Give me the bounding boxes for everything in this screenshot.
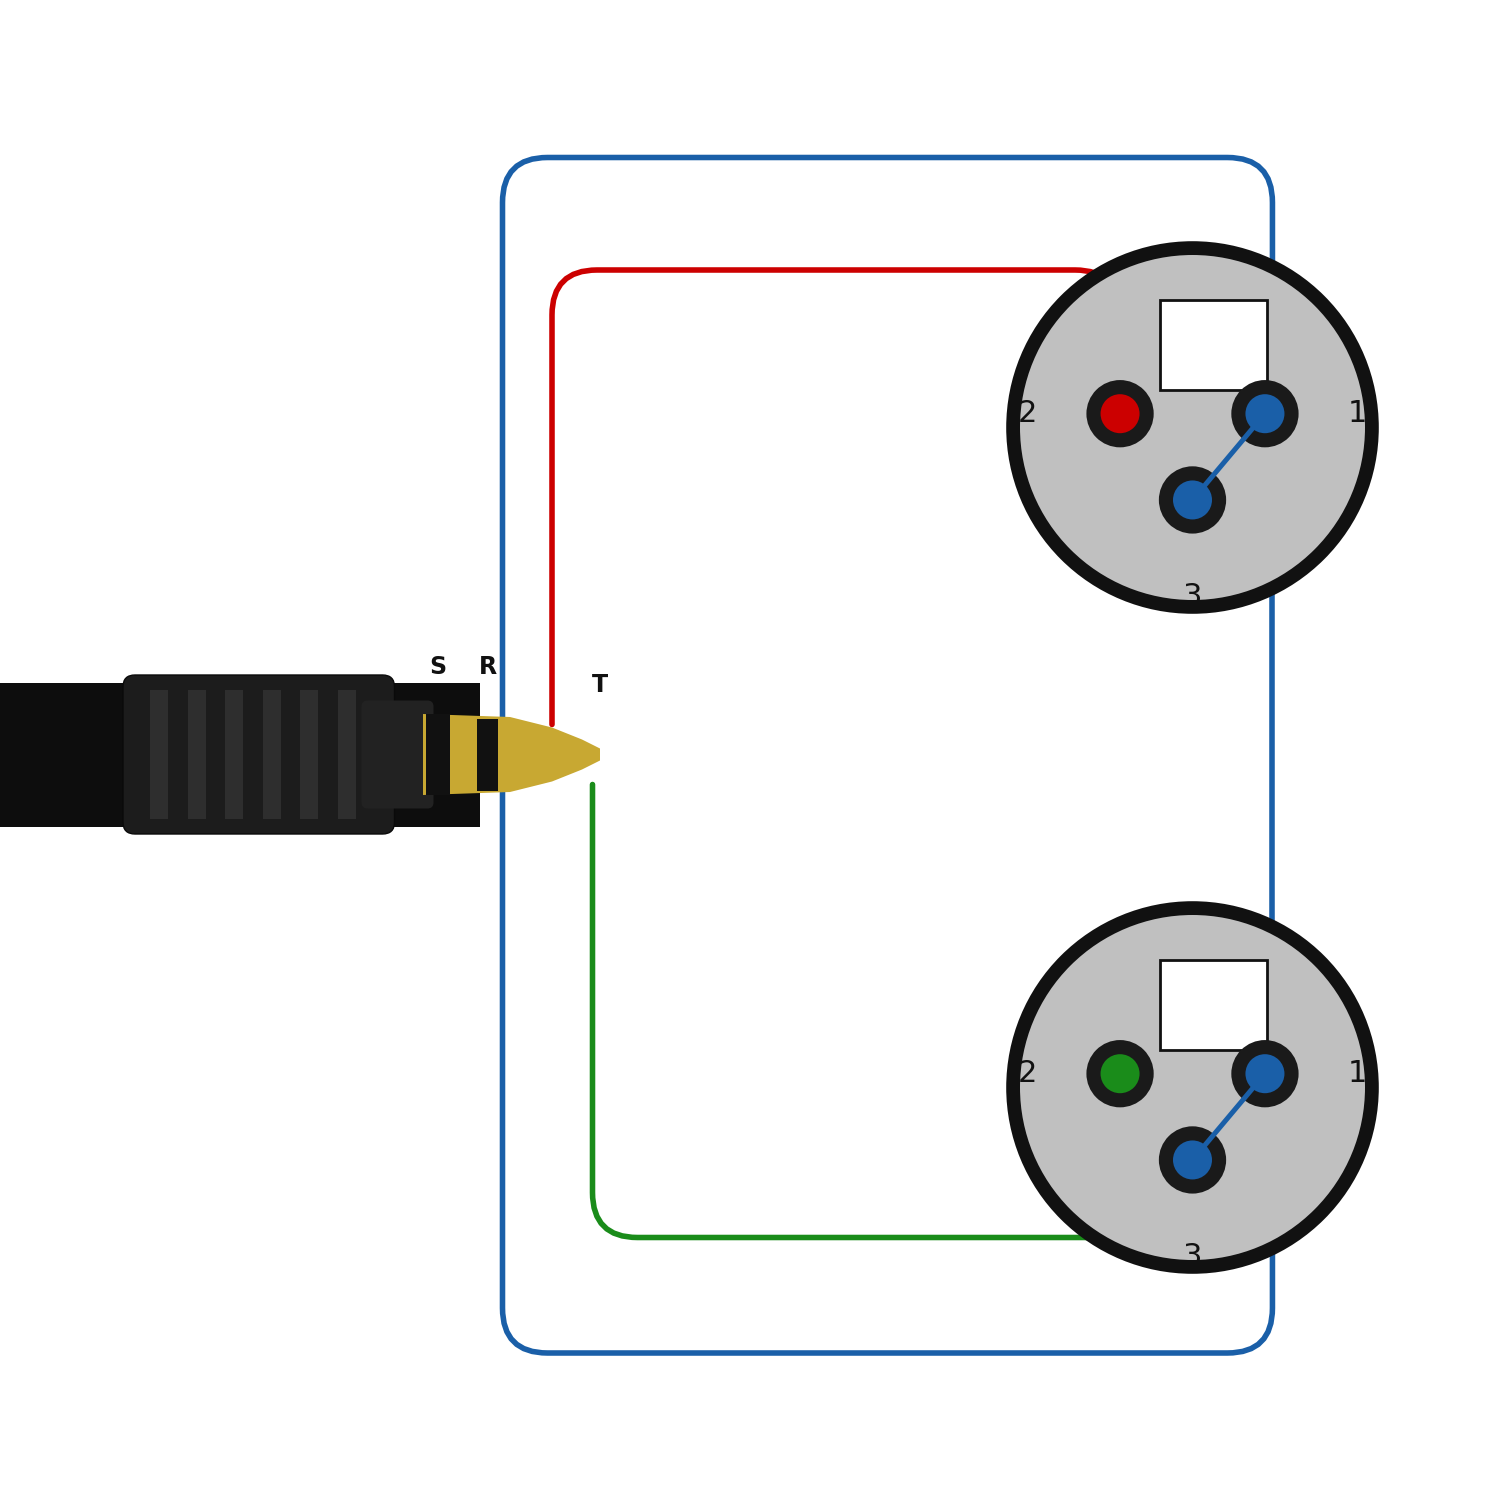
Circle shape <box>1086 380 1154 447</box>
Bar <box>300 690 318 819</box>
Circle shape <box>1250 398 1281 429</box>
Bar <box>0 682 480 826</box>
FancyBboxPatch shape <box>1161 960 1268 1050</box>
Circle shape <box>1232 380 1299 447</box>
FancyBboxPatch shape <box>1161 300 1268 390</box>
Text: 2: 2 <box>1019 1059 1038 1088</box>
Circle shape <box>1086 1040 1154 1107</box>
Circle shape <box>1173 1140 1212 1179</box>
Circle shape <box>1178 484 1208 516</box>
Circle shape <box>1245 1054 1284 1094</box>
Bar <box>150 690 168 819</box>
Circle shape <box>1101 394 1140 433</box>
Text: 1: 1 <box>1347 1059 1366 1088</box>
Circle shape <box>1101 1054 1140 1094</box>
Bar <box>426 714 450 795</box>
Bar <box>262 690 280 819</box>
Circle shape <box>1104 398 1136 429</box>
Text: 1: 1 <box>1347 399 1366 427</box>
Circle shape <box>1232 1040 1299 1107</box>
Circle shape <box>1007 242 1378 614</box>
Circle shape <box>1250 1058 1281 1089</box>
Text: 3: 3 <box>1182 582 1203 612</box>
Bar <box>225 690 243 819</box>
Text: T: T <box>592 674 608 698</box>
Circle shape <box>1020 255 1365 600</box>
Circle shape <box>1007 902 1378 1274</box>
Circle shape <box>1245 394 1284 433</box>
Polygon shape <box>423 714 600 795</box>
Bar <box>477 718 498 790</box>
Circle shape <box>1178 1144 1208 1176</box>
Text: R: R <box>478 656 496 680</box>
Bar <box>188 690 206 819</box>
Text: 2: 2 <box>1019 399 1038 427</box>
FancyBboxPatch shape <box>362 700 434 808</box>
Text: S: S <box>429 656 447 680</box>
Bar <box>338 690 356 819</box>
Text: 3: 3 <box>1182 1242 1203 1272</box>
Circle shape <box>1173 480 1212 519</box>
Circle shape <box>1020 915 1365 1260</box>
Circle shape <box>1160 466 1226 534</box>
Circle shape <box>1160 1126 1226 1194</box>
FancyBboxPatch shape <box>123 675 394 834</box>
Circle shape <box>1104 1058 1136 1089</box>
